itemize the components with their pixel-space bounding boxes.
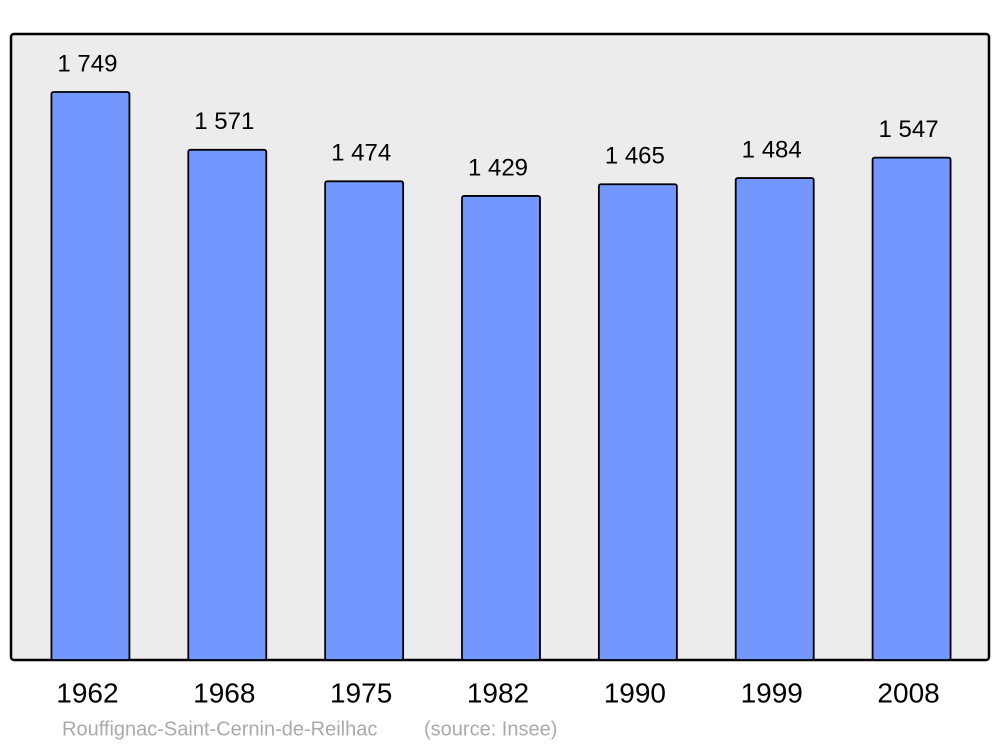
value-label: 1 484	[742, 136, 802, 163]
value-label: 1 474	[331, 140, 391, 167]
x-tick-label: 1982	[467, 677, 529, 708]
value-label: 1 749	[57, 50, 117, 77]
bar	[461, 195, 541, 661]
caption: Rouffignac-Saint-Cernin-de-Reilhac	[62, 718, 377, 740]
bar	[871, 156, 952, 661]
x-tick-label: 1962	[56, 677, 118, 708]
bar	[187, 148, 268, 661]
value-label: 1 429	[468, 154, 528, 181]
bar	[597, 183, 678, 661]
x-tick-label: 1999	[741, 677, 803, 708]
value-label: 1 547	[879, 116, 939, 143]
value-label: 1 465	[605, 143, 665, 170]
x-tick-label: 2008	[877, 677, 939, 708]
value-label: 1 571	[194, 108, 254, 135]
x-tick-label: 1990	[604, 677, 666, 708]
source: (source: Insee)	[424, 718, 557, 740]
bar	[734, 177, 815, 661]
bar	[50, 91, 131, 661]
bar	[324, 180, 405, 661]
x-tick-label: 1975	[330, 677, 392, 708]
x-tick-label: 1968	[193, 677, 255, 708]
